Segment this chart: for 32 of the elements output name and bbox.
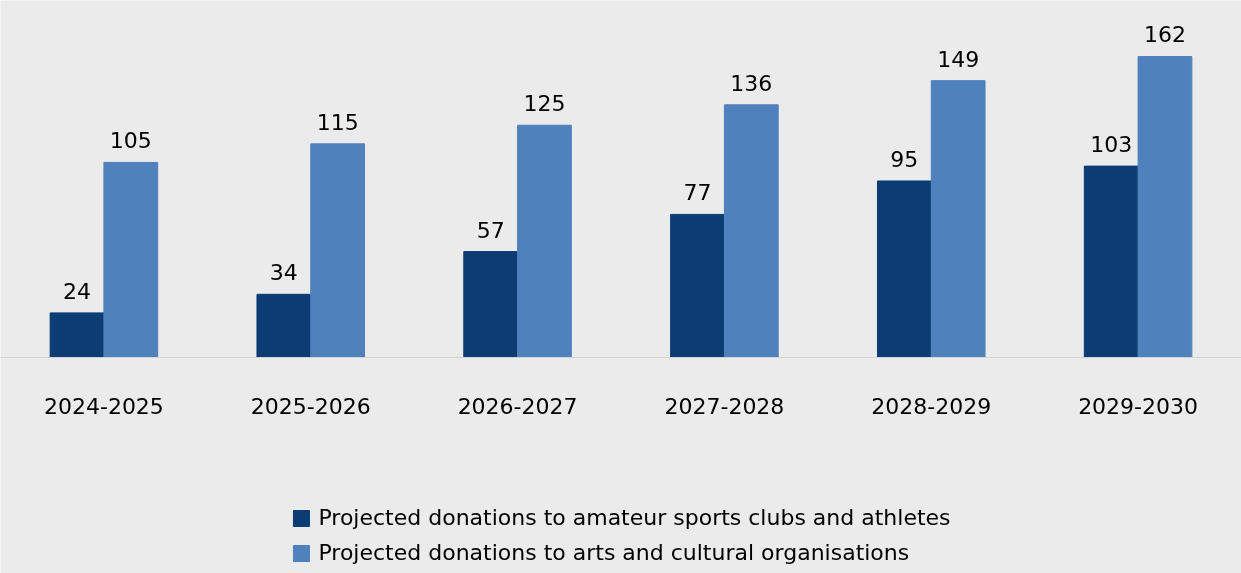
bar [256, 293, 312, 358]
bar [463, 251, 519, 358]
x-tick-label: 2024-2025 [43, 393, 164, 419]
bar [517, 124, 572, 358]
data-label: 162 [1143, 22, 1186, 48]
data-label: 103 [1090, 132, 1133, 158]
x-tick-label: 2029-2030 [1078, 393, 1199, 419]
bar [103, 161, 159, 358]
bar [670, 213, 725, 358]
x-tick-label: 2025-2026 [250, 393, 371, 419]
data-label: 24 [63, 278, 92, 304]
data-label: 34 [269, 260, 298, 286]
data-label: 95 [890, 146, 919, 172]
x-tick-label: 2028-2029 [871, 393, 992, 419]
bar [876, 180, 932, 358]
bar [930, 80, 986, 358]
data-label: 115 [316, 109, 359, 135]
x-tick-label: 2026-2027 [457, 393, 578, 419]
data-label: 125 [523, 91, 566, 117]
bar [310, 143, 366, 358]
data-label: 149 [937, 46, 980, 72]
bar [1137, 55, 1193, 358]
data-label: 136 [730, 70, 773, 96]
data-label: 105 [109, 128, 152, 154]
legend-label: Projected donations to arts and cultural organisations [318, 540, 910, 565]
bar [49, 312, 105, 358]
legend-label: Projected donations to amateur sports clubs and athletes [318, 505, 951, 530]
data-label: 57 [476, 217, 505, 243]
data-label: 77 [683, 180, 712, 206]
bar [1083, 165, 1139, 358]
bar [723, 104, 779, 358]
x-tick-label: 2027-2028 [664, 393, 785, 419]
